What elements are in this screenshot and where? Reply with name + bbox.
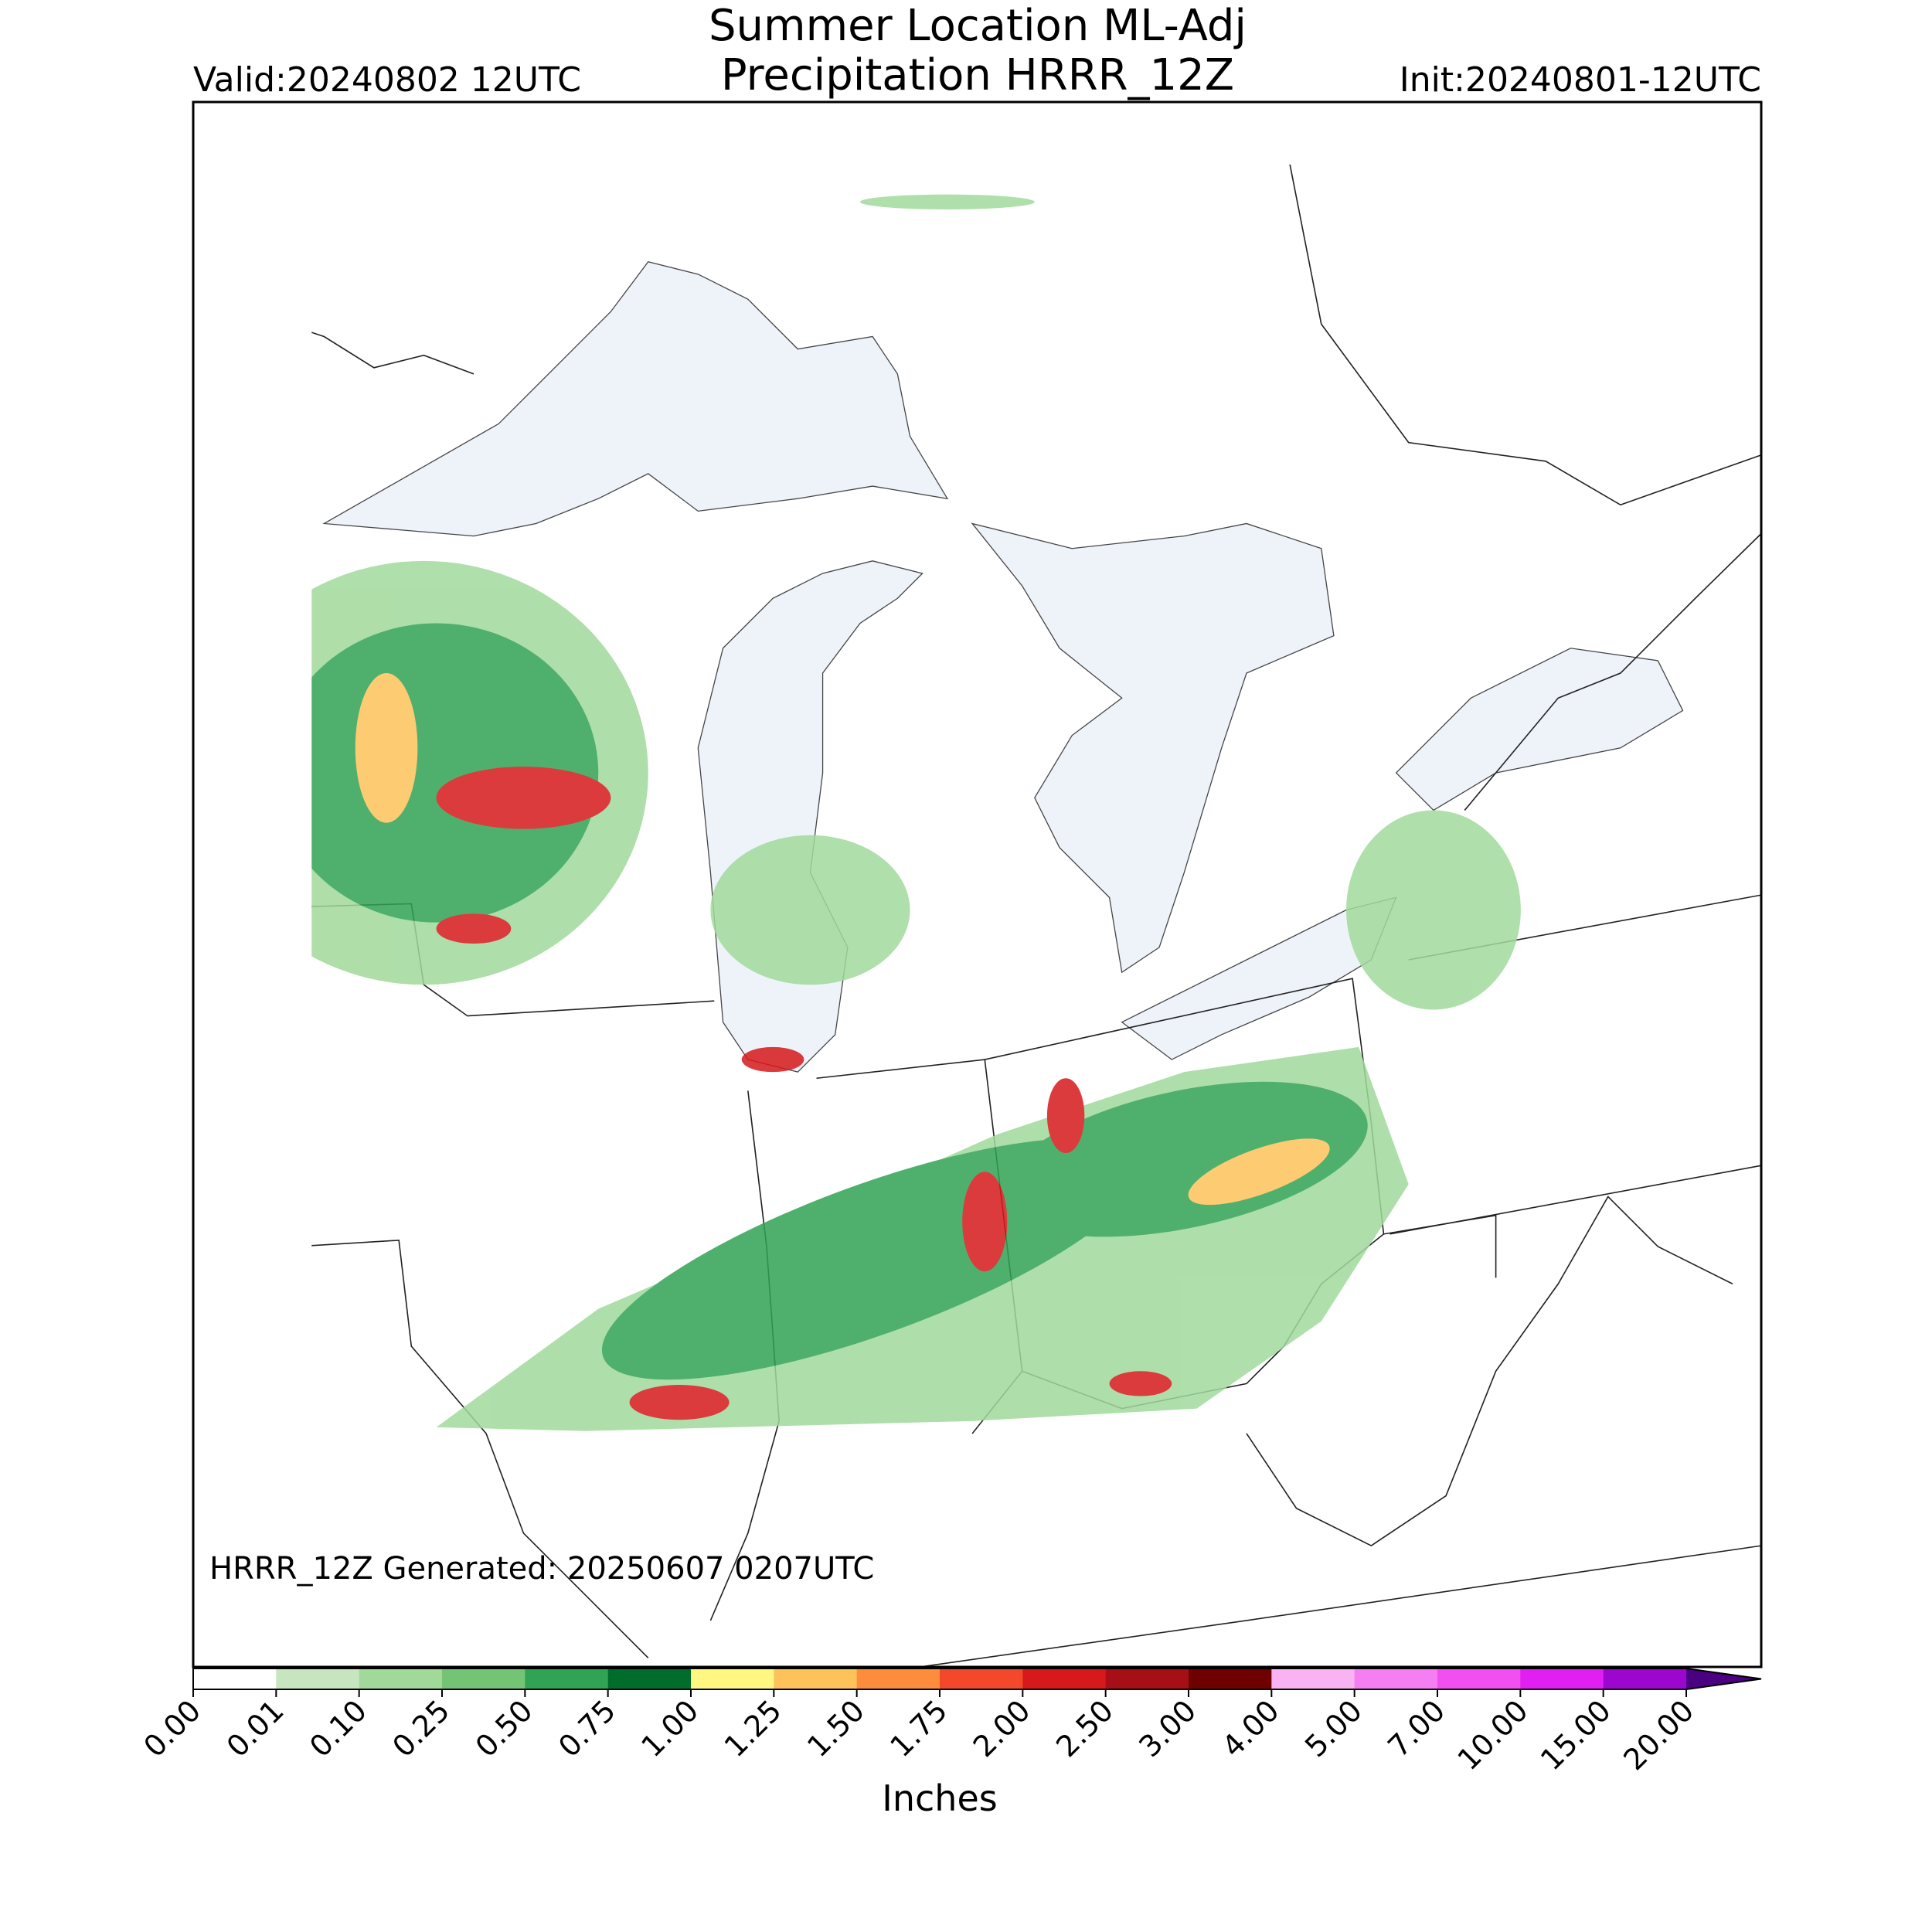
colorbar-tick-label: 20.00 — [1617, 1693, 1700, 1777]
colorbar-segment — [1105, 1668, 1189, 1689]
colorbar-tick-label: 2.00 — [967, 1693, 1037, 1764]
valid-time: Valid:20240802 12UTC — [193, 60, 581, 100]
colorbar-segment — [1437, 1668, 1521, 1689]
colorbar-tick-label: 0.50 — [469, 1693, 539, 1764]
colorbar-segment — [607, 1668, 692, 1689]
generated-note: HRRR_12Z Generated: 20250607 0207UTC — [209, 1551, 874, 1587]
colorbar-segment — [1022, 1668, 1107, 1689]
colorbar-tick-label: 1.50 — [801, 1693, 871, 1764]
precip-field — [311, 194, 1521, 1431]
colorbar-segment — [1603, 1668, 1687, 1689]
colorbar-segment — [856, 1668, 940, 1689]
colorbar: 0.00 0.01 0.10 0.25 0.50 0.75 1.00 1.25 1.50 1.75… — [137, 1668, 1762, 1777]
colorbar-segment — [691, 1668, 774, 1689]
lakes — [322, 261, 1684, 1073]
colorbar-tick-label: 0.10 — [303, 1693, 373, 1764]
colorbar-segment — [525, 1668, 609, 1689]
colorbar-segment — [442, 1668, 526, 1689]
colorbar-tick-label: 0.25 — [386, 1693, 456, 1764]
map-body — [311, 164, 1762, 1668]
colorbar-tick-label: 0.75 — [552, 1693, 622, 1764]
colorbar-tick-label: 10.00 — [1451, 1693, 1535, 1777]
colorbar-tick-label: 3.00 — [1132, 1693, 1202, 1764]
title-line1: Summer Location ML-Adj — [709, 1, 1247, 51]
colorbar-tick-label: 1.00 — [634, 1693, 705, 1764]
colorbar-tick-label: 1.25 — [718, 1693, 788, 1764]
colorbar-segment — [1354, 1668, 1438, 1689]
map — [192, 100, 1763, 1668]
colorbar-segment — [774, 1668, 858, 1689]
colorbar-tick-label: 2.50 — [1049, 1693, 1120, 1764]
colorbar-label: Inches — [882, 1777, 997, 1819]
colorbar-segment — [1520, 1668, 1604, 1689]
colorbar-tick-label: 1.75 — [883, 1693, 954, 1764]
title-line2: Precipitation HRRR_12Z — [721, 50, 1234, 100]
colorbar-outline — [192, 1668, 1762, 1690]
colorbar-segment — [359, 1668, 443, 1689]
colorbar-segment — [1271, 1668, 1355, 1689]
colorbar-segment — [1189, 1668, 1272, 1689]
colorbar-tick-label: 0.01 — [220, 1693, 291, 1764]
colorbar-segment — [940, 1668, 1023, 1689]
init-time: Init:20240801-12UTC — [1400, 60, 1761, 100]
map-frame — [192, 100, 1763, 1668]
colorbar-segment — [276, 1668, 360, 1689]
colorbar-tick-label: 4.00 — [1216, 1693, 1286, 1764]
colorbar-tick-label: 5.00 — [1298, 1693, 1369, 1764]
colorbar-segment — [193, 1668, 277, 1689]
colorbar-extend — [1686, 1668, 1761, 1689]
colorbar-tick-label: 7.00 — [1381, 1693, 1451, 1764]
colorbar-tick-label: 0.00 — [137, 1693, 207, 1764]
colorbar-tick-label: 15.00 — [1534, 1693, 1617, 1777]
